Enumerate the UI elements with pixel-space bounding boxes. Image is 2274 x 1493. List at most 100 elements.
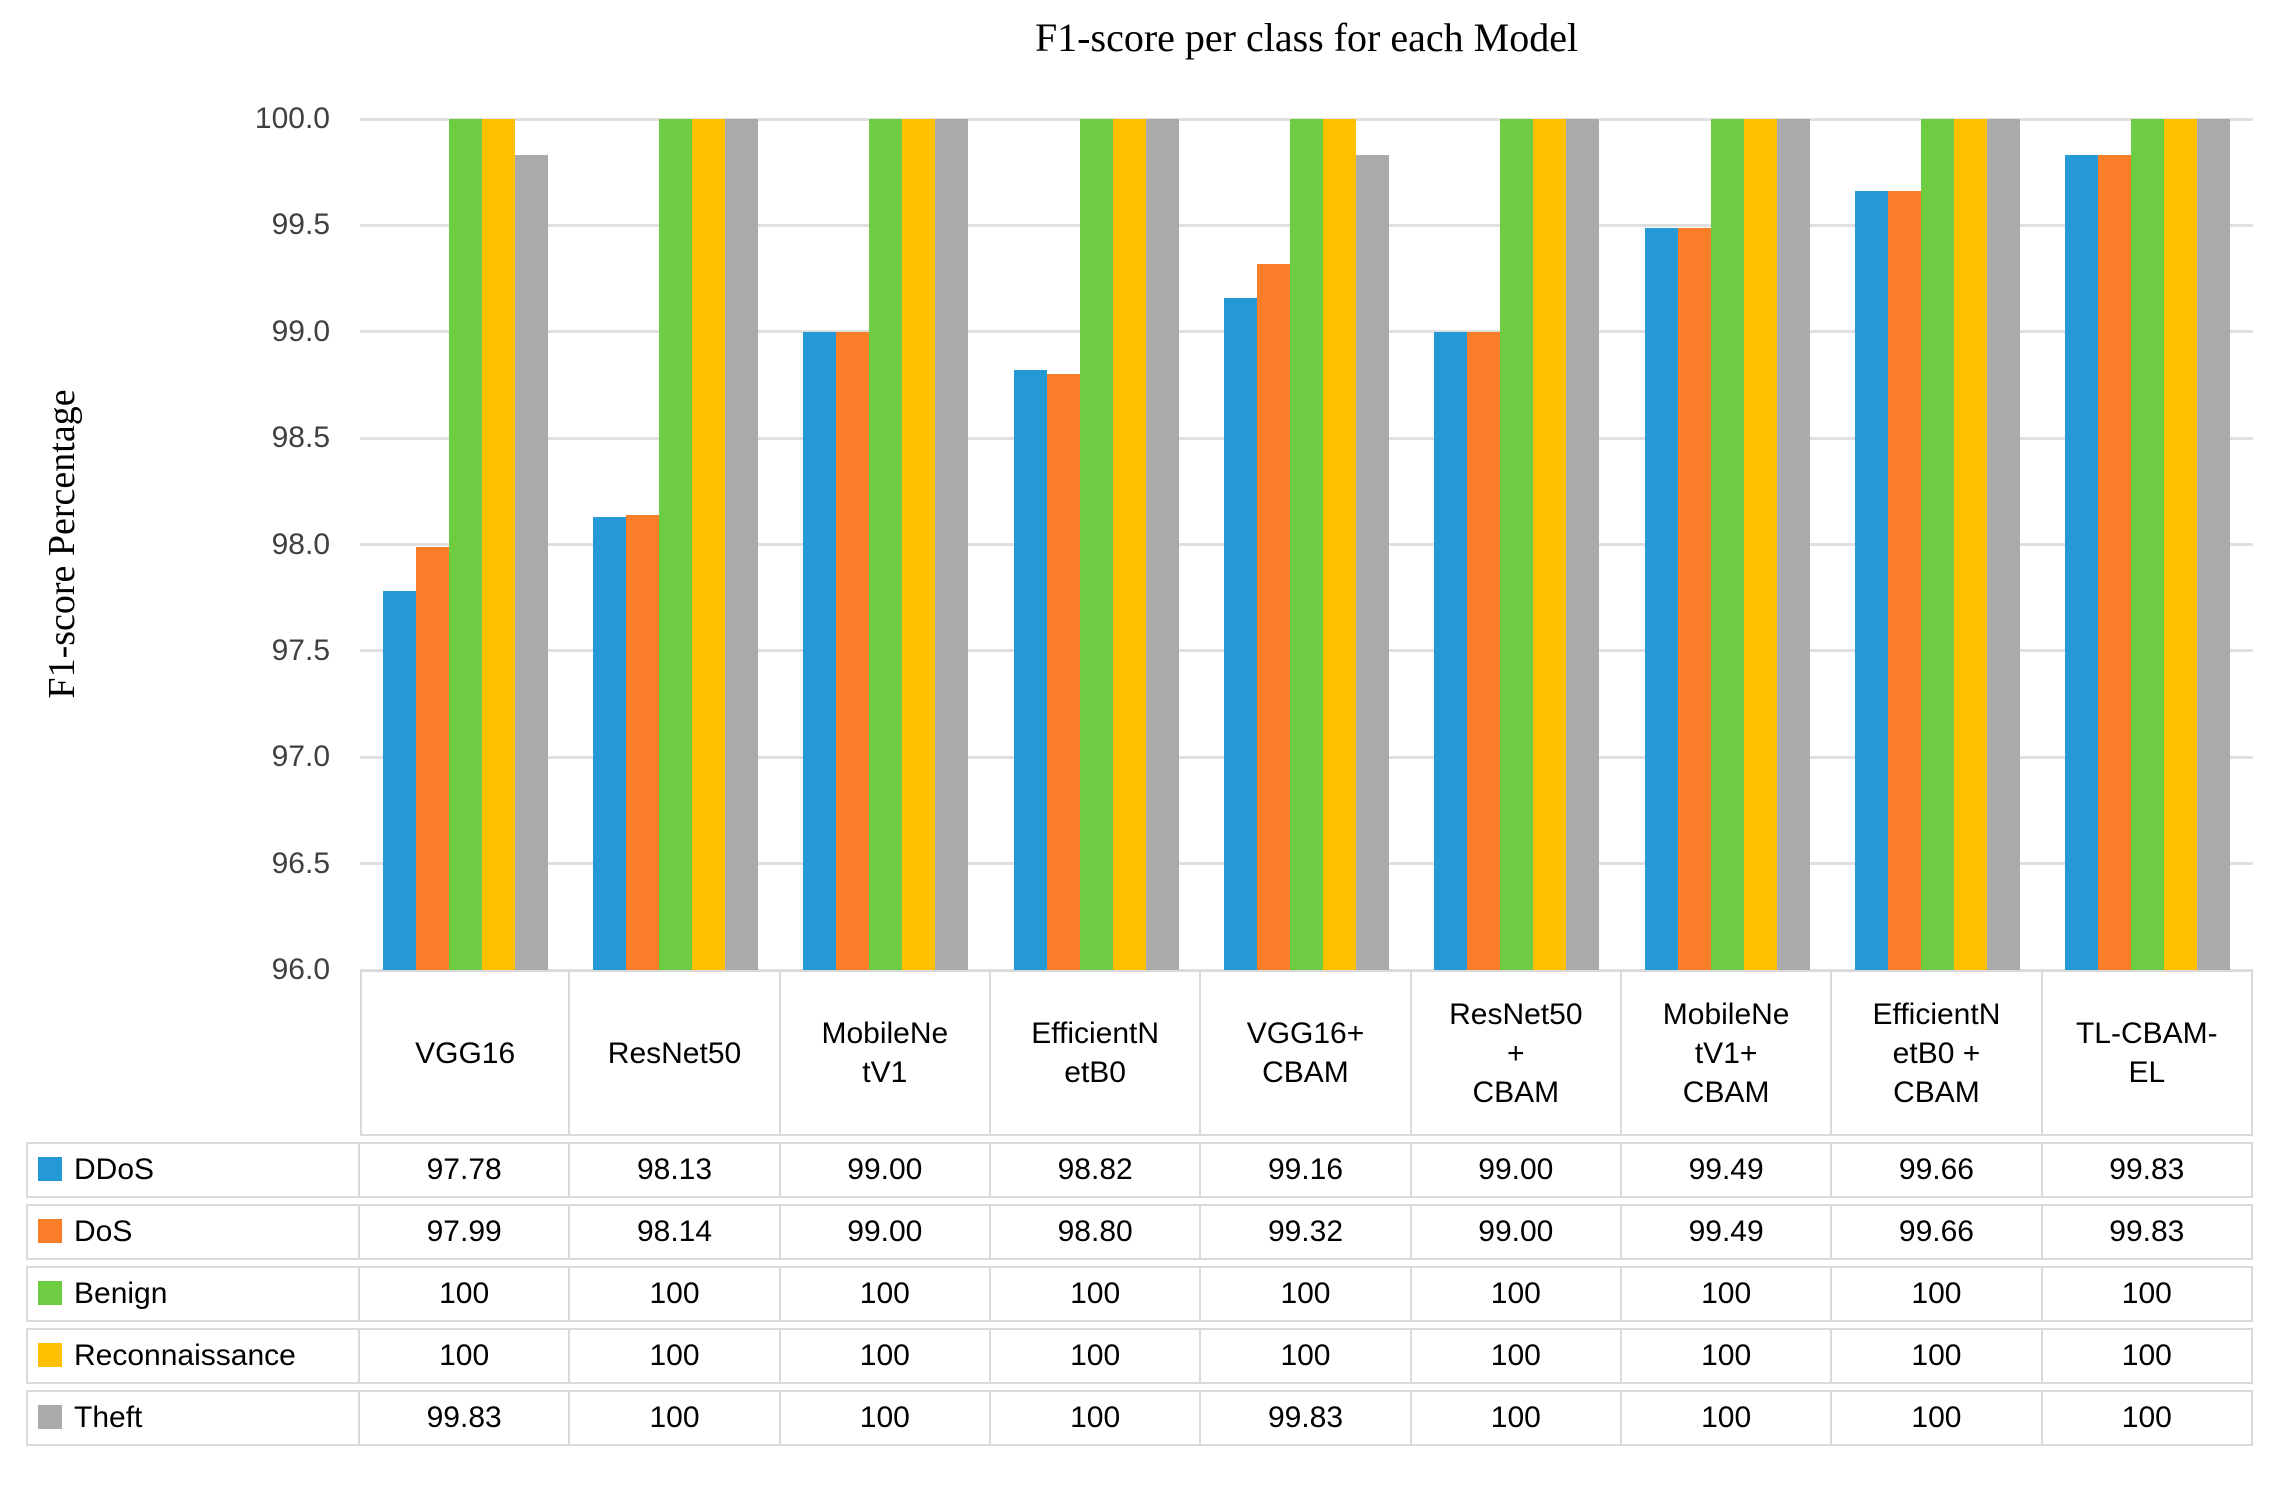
series-label-ddos: DDoS: [26, 1142, 360, 1198]
value-cell-benign-vgg16-cbam: 100: [1201, 1266, 1412, 1322]
value-cell-benign-resnet50-cbam: 100: [1411, 1266, 1622, 1322]
legend-key-theft-icon: [38, 1405, 62, 1430]
model-header-vgg16: VGG16: [360, 970, 571, 1136]
y-tick-label: 99.0: [271, 314, 330, 348]
model-header-resnet50: ResNet50: [570, 970, 781, 1136]
value-cell-benign-vgg16: 100: [360, 1266, 571, 1322]
value-cell-theft-resnet50-cbam: 100: [1411, 1390, 1622, 1446]
table-row-benign: Benign 100 100 100 100 100 100 100 100 100: [26, 1266, 2253, 1322]
bar-reconnaissance-efficientnetb0: [1112, 119, 1146, 970]
table-row-theft: Theft 99.83 100 100 100 99.83 100 100 100 100: [26, 1390, 2253, 1446]
value-cell-reconnaissance-tl-cbam-el: 100: [2042, 1328, 2253, 1384]
y-tick-label: 96.5: [271, 846, 330, 880]
plot-area: [360, 117, 2253, 972]
value-cell-reconnaissance-mobilenetv1: 100: [780, 1328, 991, 1384]
legend-key-dos-icon: [38, 1219, 62, 1244]
model-header-vgg16-cbam: VGG16+ CBAM: [1201, 970, 1412, 1136]
value-cell-ddos-efficientnetb0-cbam: 99.66: [1832, 1142, 2043, 1198]
bar-benign-vgg16: [448, 119, 482, 970]
bar-theft-efficientnetb0-cbam: [1987, 119, 2020, 970]
legend-key-ddos-icon: [38, 1157, 62, 1182]
table-row-ddos: DDoS 97.78 98.13 99.00 98.82 99.16 99.00 99.49 9…: [26, 1142, 2253, 1198]
bar-benign-efficientnetb0-cbam: [1921, 119, 1954, 970]
bar-reconnaissance-vgg16-cbam: [1323, 119, 1356, 970]
bar-dos-vgg16-cbam: [1257, 263, 1290, 970]
value-cell-benign-mobilenetv1: 100: [780, 1266, 991, 1322]
y-tick-label: 98.0: [271, 527, 330, 561]
bar-reconnaissance-resnet50: [692, 119, 725, 970]
value-cell-dos-efficientnetb0: 98.80: [990, 1204, 1202, 1260]
value-cell-ddos-mobilenetv1: 99.00: [780, 1142, 991, 1198]
bar-ddos-mobilenetv1: [803, 331, 837, 970]
series-name: DDoS: [74, 1153, 155, 1186]
series-name: Benign: [74, 1277, 168, 1310]
bar-dos-resnet50: [626, 514, 659, 970]
value-cell-dos-vgg16: 97.99: [360, 1204, 571, 1260]
bar-dos-mobilenetv1-cbam: [1677, 227, 1711, 970]
y-tick-label: 98.5: [271, 421, 330, 455]
bar-theft-resnet50: [725, 119, 758, 970]
value-cell-dos-mobilenetv1-cbam: 99.49: [1621, 1204, 1833, 1260]
model-header-resnet50-cbam: ResNet50 + CBAM: [1411, 970, 1622, 1136]
series-name: Theft: [74, 1401, 143, 1434]
series-label-theft: Theft: [26, 1390, 360, 1446]
bar-theft-vgg16: [514, 155, 548, 970]
bar-theft-vgg16-cbam: [1356, 155, 1389, 970]
bar-benign-efficientnetb0: [1079, 119, 1113, 970]
y-tick-label: 97.0: [271, 740, 330, 774]
value-cell-ddos-tl-cbam-el: 99.83: [2042, 1142, 2253, 1198]
bar-theft-efficientnetb0: [1145, 119, 1179, 970]
chart-title: F1-score per class for each Model: [1034, 15, 1579, 60]
value-cell-theft-mobilenetv1-cbam: 100: [1621, 1390, 1833, 1446]
bar-benign-mobilenetv1: [869, 119, 903, 970]
value-cell-benign-mobilenetv1-cbam: 100: [1621, 1266, 1833, 1322]
bar-ddos-resnet50: [593, 516, 626, 970]
value-cell-reconnaissance-efficientnetb0: 100: [990, 1328, 1202, 1384]
bar-reconnaissance-efficientnetb0-cbam: [1954, 119, 1987, 970]
bar-reconnaissance-mobilenetv1-cbam: [1743, 119, 1777, 970]
legend-key-reconnaissance-icon: [38, 1343, 62, 1368]
table-corner-blank-cell: [26, 970, 360, 1136]
model-header-tl-cbam-el: TL-CBAM- EL: [2042, 970, 2253, 1136]
value-cell-reconnaissance-resnet50-cbam: 100: [1411, 1328, 1622, 1384]
bar-ddos-efficientnetb0-cbam: [1855, 191, 1888, 970]
value-cell-benign-resnet50: 100: [570, 1266, 781, 1322]
value-cell-theft-vgg16-cbam: 99.83: [1201, 1390, 1412, 1446]
legend-key-benign-icon: [38, 1281, 62, 1306]
bar-theft-mobilenetv1-cbam: [1776, 119, 1810, 970]
value-cell-benign-efficientnetb0-cbam: 100: [1832, 1266, 2043, 1322]
bar-theft-resnet50-cbam: [1566, 119, 1600, 970]
bar-theft-mobilenetv1: [935, 119, 969, 970]
value-cell-ddos-efficientnetb0: 98.82: [990, 1142, 1202, 1198]
bar-benign-mobilenetv1-cbam: [1710, 119, 1744, 970]
value-cell-reconnaissance-efficientnetb0-cbam: 100: [1832, 1328, 2043, 1384]
table-row-reconnaissance: Reconnaissance 100 100 100 100 100 100 100 100 10…: [26, 1328, 2253, 1384]
bar-dos-tl-cbam-el: [2098, 155, 2132, 970]
bar-benign-vgg16-cbam: [1290, 119, 1323, 970]
y-tick-label: 97.5: [271, 633, 330, 667]
model-header-mobilenetv1: MobileNe tV1: [780, 970, 991, 1136]
value-cell-reconnaissance-vgg16: 100: [360, 1328, 571, 1384]
bar-reconnaissance-resnet50-cbam: [1533, 119, 1567, 970]
bar-reconnaissance-tl-cbam-el: [2164, 119, 2198, 970]
bar-dos-vgg16: [415, 546, 449, 970]
bar-ddos-vgg16: [382, 591, 416, 970]
value-cell-dos-tl-cbam-el: 99.83: [2042, 1204, 2253, 1260]
model-header-mobilenetv1-cbam: MobileNe tV1+ CBAM: [1621, 970, 1833, 1136]
bar-reconnaissance-mobilenetv1: [902, 119, 936, 970]
value-cell-benign-tl-cbam-el: 100: [2042, 1266, 2253, 1322]
bar-ddos-vgg16-cbam: [1224, 297, 1257, 970]
value-cell-ddos-vgg16-cbam: 99.16: [1201, 1142, 1412, 1198]
bar-dos-efficientnetb0: [1046, 374, 1080, 970]
y-tick-label: 96.0: [271, 953, 330, 986]
value-cell-reconnaissance-resnet50: 100: [570, 1328, 781, 1384]
value-cell-dos-resnet50: 98.14: [570, 1204, 781, 1260]
bar-ddos-mobilenetv1-cbam: [1644, 227, 1678, 970]
series-label-benign: Benign: [26, 1266, 360, 1322]
data-table-body: DDoS 97.78 98.13 99.00 98.82 99.16 99.00 99.49 9…: [26, 1142, 2253, 1446]
model-header-efficientnetb0-cbam: EfficientN etB0 + CBAM: [1832, 970, 2043, 1136]
bar-dos-mobilenetv1: [836, 331, 870, 970]
value-cell-theft-tl-cbam-el: 100: [2042, 1390, 2253, 1446]
y-tick-label: 100.0: [254, 102, 330, 135]
